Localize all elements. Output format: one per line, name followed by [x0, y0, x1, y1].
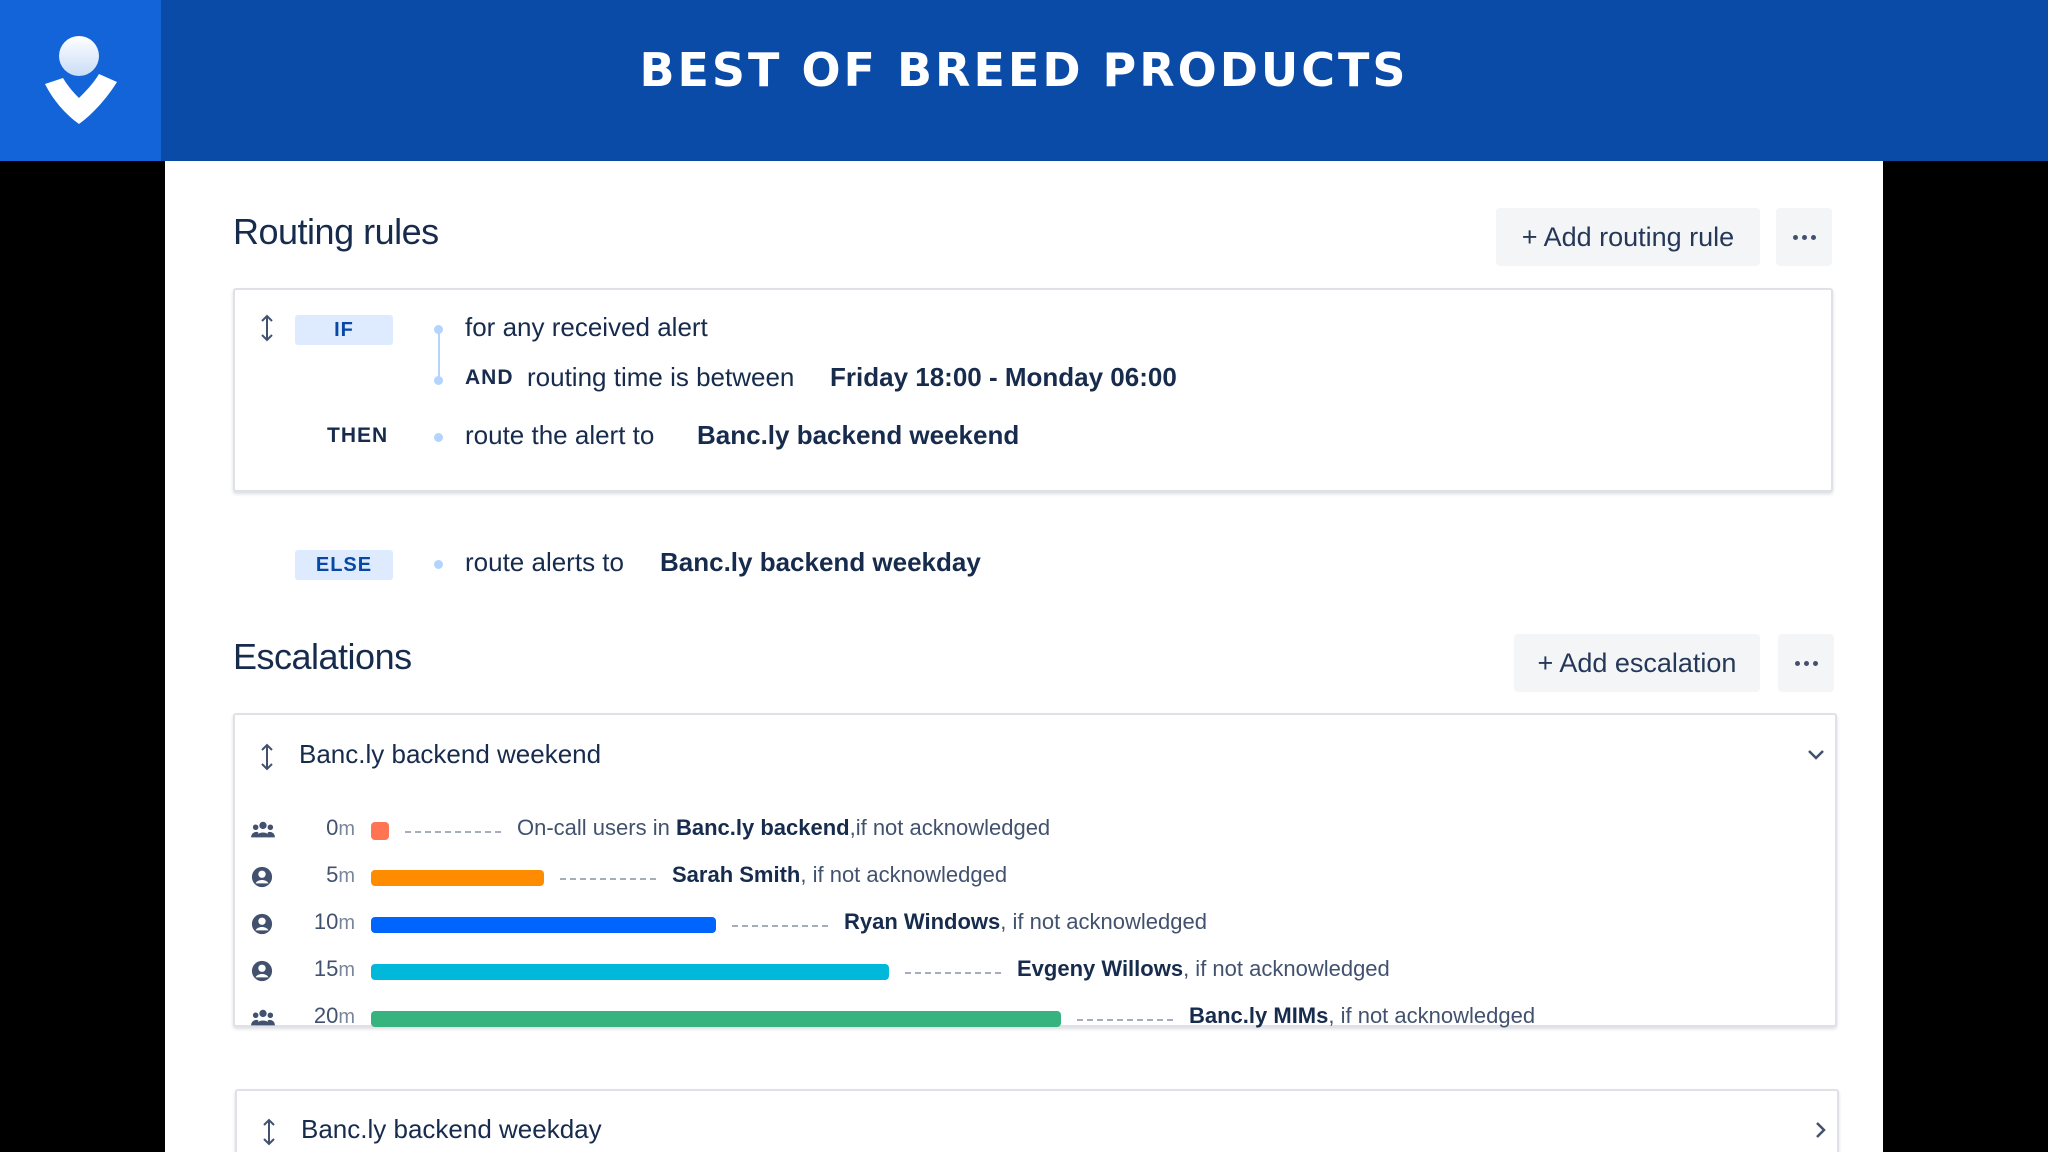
step-connector — [1077, 1019, 1173, 1021]
drag-handle-icon[interactable] — [259, 743, 275, 771]
page-banner-title: BEST OF BREED PRODUCTS — [639, 43, 1409, 97]
condition-dot — [434, 376, 443, 385]
step-delay: 20m — [285, 1003, 355, 1029]
escalation-card[interactable]: Banc.ly backend weekend 0m On-call users … — [233, 713, 1837, 1028]
main-panel: Routing rules + Add routing rule IF for … — [165, 161, 1883, 1152]
if-tag: IF — [295, 315, 393, 345]
step-suffix: , if not acknowledged — [800, 862, 1008, 887]
user-icon — [251, 960, 275, 984]
step-prefix: On-call users in — [517, 815, 676, 840]
step-delay: 15m — [285, 956, 355, 982]
then-action-label: route the alert to — [465, 420, 655, 450]
step-suffix: , if not acknowledged — [1183, 956, 1390, 981]
step-description: Evgeny Willows, if not acknowledged — [1017, 956, 1390, 982]
condition-time-value: Friday 18:00 - Monday 06:00 — [830, 362, 1177, 392]
then-action-target[interactable]: Banc.ly backend weekend — [697, 420, 1020, 450]
step-delay: 5m — [285, 862, 355, 888]
header-banner: BEST OF BREED PRODUCTS — [0, 0, 2048, 161]
step-suffix: , if not acknowledged — [1000, 909, 1207, 934]
else-dot — [434, 560, 443, 569]
opsgenie-logo-icon — [44, 35, 117, 124]
condition-connector — [438, 330, 440, 380]
else-tag: ELSE — [295, 550, 393, 580]
step-target[interactable]: Banc.ly MIMs — [1189, 1003, 1329, 1028]
step-description: Sarah Smith, if not acknowledged — [672, 862, 1007, 888]
escalation-step-row[interactable]: 15m Evgeny Willows, if not acknowledged — [235, 954, 1835, 990]
step-target[interactable]: Sarah Smith — [672, 862, 801, 887]
step-delay-value: 15 — [313, 956, 339, 981]
user-icon — [251, 866, 275, 890]
logo — [0, 0, 161, 161]
step-delay-bar — [371, 822, 389, 840]
step-delay-bar — [371, 917, 716, 933]
escalation-step-row[interactable]: 0m On-call users in Banc.ly backend,if no… — [235, 813, 1835, 849]
chevron-right-icon[interactable] — [1815, 1121, 1827, 1139]
routing-rules-title: Routing rules — [233, 211, 439, 252]
escalation-step-row[interactable]: 10m Ryan Windows, if not acknowledged — [235, 907, 1835, 943]
condition-dot — [434, 325, 443, 334]
user-icon — [251, 913, 275, 937]
drag-handle-icon[interactable] — [259, 314, 275, 342]
step-delay-unit: m — [338, 959, 355, 981]
then-keyword: THEN — [327, 424, 389, 447]
escalation-more-button[interactable] — [1778, 634, 1834, 692]
step-suffix: ,if not acknowledged — [849, 815, 1051, 840]
step-delay-unit: m — [338, 1006, 355, 1028]
escalations-title: Escalations — [233, 636, 412, 677]
step-connector — [905, 972, 1001, 974]
step-delay-unit: m — [338, 912, 355, 934]
step-delay-unit: m — [338, 865, 355, 887]
step-delay-unit: m — [338, 818, 355, 840]
escalation-name: Banc.ly backend weekday — [301, 1114, 602, 1144]
step-target[interactable]: Evgeny Willows — [1017, 956, 1184, 981]
step-connector — [560, 878, 656, 880]
add-routing-rule-button[interactable]: + Add routing rule — [1496, 208, 1760, 266]
escalation-card[interactable]: Banc.ly backend weekday — [235, 1089, 1839, 1152]
add-escalation-button[interactable]: + Add escalation — [1514, 634, 1760, 692]
escalation-name: Banc.ly backend weekend — [299, 739, 602, 769]
drag-handle-icon[interactable] — [261, 1118, 277, 1146]
and-keyword: AND — [465, 366, 514, 389]
step-delay: 10m — [285, 909, 355, 935]
else-action-target[interactable]: Banc.ly backend weekday — [660, 547, 981, 577]
team-icon — [251, 819, 275, 843]
step-delay-value: 10 — [313, 909, 339, 934]
step-delay: 0m — [285, 815, 355, 841]
step-target[interactable]: Banc.ly backend — [675, 815, 850, 840]
action-dot — [434, 433, 443, 442]
step-delay-bar — [371, 1011, 1061, 1027]
chevron-down-icon[interactable] — [1807, 749, 1825, 761]
step-delay-value: 0 — [326, 815, 339, 840]
step-delay-value: 20 — [313, 1003, 339, 1028]
more-icon — [1792, 234, 1816, 240]
escalation-step-row[interactable]: 20m Banc.ly MIMs, if not acknowledged — [235, 1001, 1835, 1037]
step-suffix: , if not acknowledged — [1328, 1003, 1536, 1028]
step-delay-bar — [371, 870, 544, 886]
step-description: Banc.ly MIMs, if not acknowledged — [1189, 1003, 1535, 1029]
condition-time-label: routing time is between — [527, 362, 795, 392]
step-connector — [405, 831, 501, 833]
step-connector — [732, 925, 828, 927]
routing-more-button[interactable] — [1776, 208, 1832, 266]
condition-any-alert: for any received alert — [465, 312, 708, 342]
more-icon — [1794, 660, 1818, 666]
escalation-step-row[interactable]: 5m Sarah Smith, if not acknowledged — [235, 860, 1835, 896]
step-delay-value: 5 — [326, 862, 339, 887]
step-target[interactable]: Ryan Windows — [844, 909, 1001, 934]
step-delay-bar — [371, 964, 889, 980]
team-icon — [251, 1007, 275, 1031]
routing-rule-card[interactable]: IF for any received alert AND routing ti… — [233, 288, 1833, 492]
step-description: On-call users in Banc.ly backend,if not … — [517, 815, 1050, 841]
step-description: Ryan Windows, if not acknowledged — [844, 909, 1207, 935]
else-action-label: route alerts to — [465, 547, 624, 577]
